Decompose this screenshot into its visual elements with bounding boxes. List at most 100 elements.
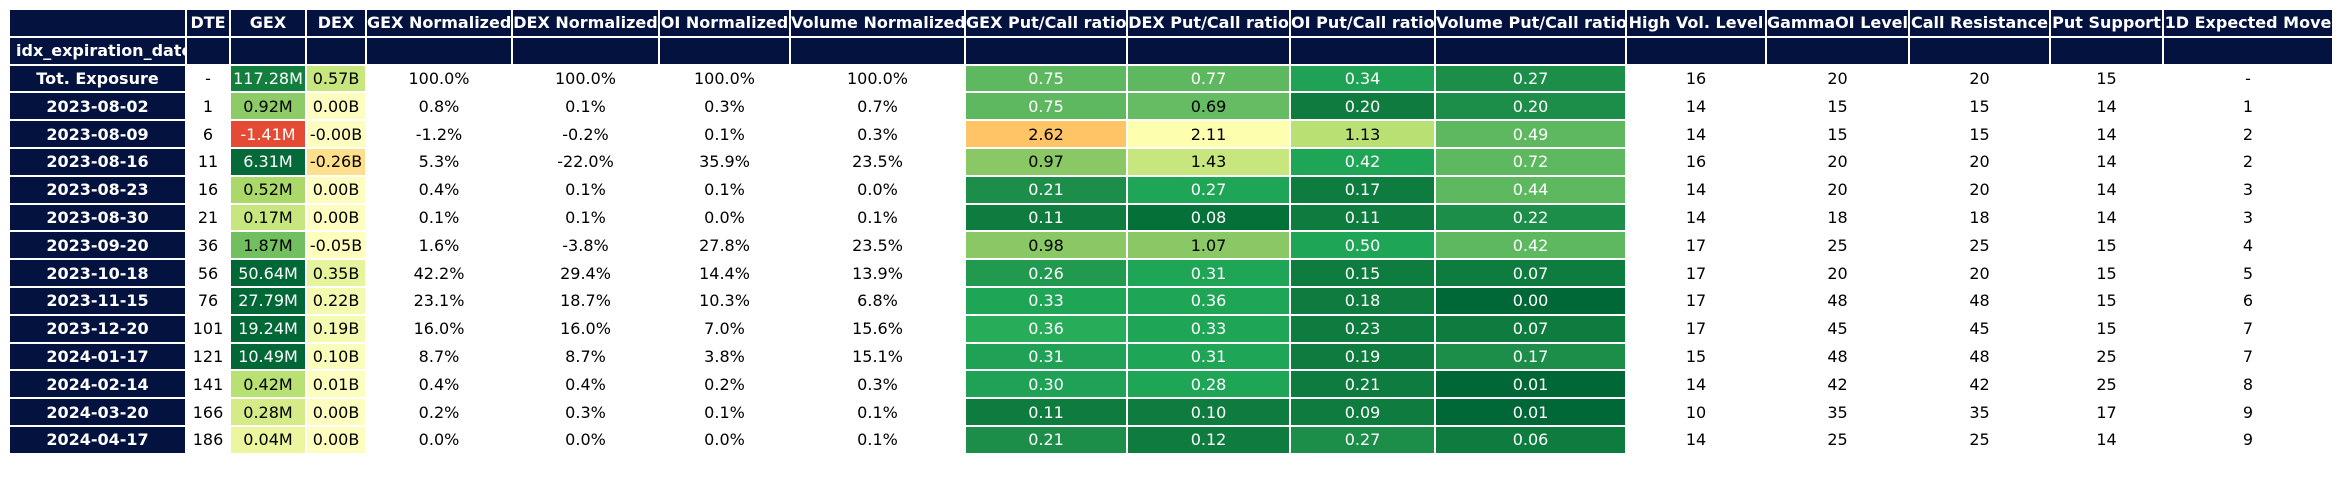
cell-gex-put-call-ratio: 0.31 (964, 341, 1128, 372)
cell-volume-put-call-ratio: 0.06 (1434, 424, 1627, 455)
index-row-filler-cell (658, 35, 791, 66)
cell-1d-expected-move: 9 (2162, 424, 2334, 455)
cell-gex-normalized: 0.4% (365, 174, 513, 205)
cell-dex-put-call-ratio: 0.10 (1126, 397, 1291, 427)
cell-put-support: 14 (2049, 146, 2164, 177)
cell-volume-normalized: 0.1% (789, 424, 966, 455)
cell-volume-normalized: 0.1% (789, 397, 966, 427)
cell-dex-put-call-ratio: 0.28 (1126, 369, 1291, 400)
cell-high-vol-level: 17 (1625, 285, 1767, 316)
cell-volume-put-call-ratio: 0.22 (1434, 202, 1627, 233)
table-row: 2023-08-09 6 -1.41M -0.00B -1.2% -0.2% 0.1% 0.3… (8, 119, 2334, 149)
cell-gex-normalized: 0.2% (365, 397, 513, 427)
cell-dex-put-call-ratio: 0.27 (1126, 174, 1291, 205)
cell-oi-put-call-ratio: 0.27 (1289, 424, 1436, 455)
cell-oi-put-call-ratio: 0.15 (1289, 258, 1436, 288)
row-label: 2023-08-09 (8, 119, 187, 149)
cell-1d-expected-move: 9 (2162, 397, 2334, 427)
cell-dex: 0.10B (305, 341, 367, 372)
column-header-gammaoi-level: GammaOI Level (1765, 8, 1910, 38)
row-label: 2024-03-20 (8, 397, 187, 427)
cell-gex-normalized: 100.0% (365, 63, 513, 94)
cell-gex-normalized: 5.3% (365, 146, 513, 177)
cell-call-resistance: 20 (1908, 146, 2051, 177)
cell-call-resistance: 20 (1908, 174, 2051, 205)
cell-gex-normalized: -1.2% (365, 119, 513, 149)
row-label: 2023-11-15 (8, 285, 187, 316)
cell-dte: 56 (185, 258, 231, 288)
cell-dte: 36 (185, 230, 231, 261)
index-header-row: idx_expiration_date (8, 35, 2334, 66)
cell-oi-normalized: 0.0% (658, 424, 791, 455)
cell-1d-expected-move: 3 (2162, 202, 2334, 233)
cell-dex: 0.00B (305, 91, 367, 122)
cell-call-resistance: 15 (1908, 91, 2051, 122)
cell-oi-normalized: 35.9% (658, 146, 791, 177)
index-row-filler-cell (1625, 35, 1767, 66)
column-header-gex-normalized: GEX Normalized (365, 8, 513, 38)
cell-put-support: 14 (2049, 424, 2164, 455)
cell-high-vol-level: 17 (1625, 230, 1767, 261)
cell-gex-put-call-ratio: 0.11 (964, 397, 1128, 427)
index-row-filler-cell (1908, 35, 2051, 66)
cell-1d-expected-move: 6 (2162, 285, 2334, 316)
cell-gex: 0.28M (229, 397, 307, 427)
table-row: 2023-08-02 1 0.92M 0.00B 0.8% 0.1% 0.3% 0.7% 0.7… (8, 91, 2334, 122)
cell-gex-put-call-ratio: 0.21 (964, 424, 1128, 455)
index-row-filler-cell (365, 35, 513, 66)
cell-volume-put-call-ratio: 0.27 (1434, 63, 1627, 94)
cell-1d-expected-move: 4 (2162, 230, 2334, 261)
cell-high-vol-level: 15 (1625, 341, 1767, 372)
column-header-gex: GEX (229, 8, 307, 38)
column-header-gex-put-call-ratio: GEX Put/Call ratio (964, 8, 1128, 38)
cell-gex-put-call-ratio: 0.36 (964, 313, 1128, 344)
cell-call-resistance: 25 (1908, 230, 2051, 261)
cell-oi-put-call-ratio: 0.21 (1289, 369, 1436, 400)
cell-gex: 0.04M (229, 424, 307, 455)
cell-gex-normalized: 42.2% (365, 258, 513, 288)
cell-oi-put-call-ratio: 0.18 (1289, 285, 1436, 316)
cell-oi-normalized: 7.0% (658, 313, 791, 344)
cell-call-resistance: 42 (1908, 369, 2051, 400)
cell-high-vol-level: 17 (1625, 313, 1767, 344)
cell-1d-expected-move: 1 (2162, 91, 2334, 122)
cell-volume-put-call-ratio: 0.01 (1434, 397, 1627, 427)
cell-dex-normalized: 8.7% (511, 341, 660, 372)
cell-oi-normalized: 3.8% (658, 341, 791, 372)
cell-gammaoi-level: 20 (1765, 174, 1910, 205)
cell-volume-normalized: 0.3% (789, 369, 966, 400)
cell-gammaoi-level: 48 (1765, 341, 1910, 372)
cell-volume-put-call-ratio: 0.72 (1434, 146, 1627, 177)
cell-oi-put-call-ratio: 0.42 (1289, 146, 1436, 177)
index-row-filler-cell (1434, 35, 1627, 66)
cell-dte: - (185, 63, 231, 94)
cell-put-support: 14 (2049, 119, 2164, 149)
cell-dex: 0.00B (305, 397, 367, 427)
cell-dex-normalized: 0.3% (511, 397, 660, 427)
index-row-filler-cell (2049, 35, 2164, 66)
cell-dex: -0.05B (305, 230, 367, 261)
cell-high-vol-level: 14 (1625, 202, 1767, 233)
cell-oi-normalized: 0.1% (658, 119, 791, 149)
cell-gammaoi-level: 20 (1765, 258, 1910, 288)
cell-gex: 10.49M (229, 341, 307, 372)
cell-dte: 121 (185, 341, 231, 372)
cell-call-resistance: 25 (1908, 424, 2051, 455)
cell-dex: -0.00B (305, 119, 367, 149)
cell-dex-normalized: -3.8% (511, 230, 660, 261)
cell-call-resistance: 20 (1908, 63, 2051, 94)
cell-dex-put-call-ratio: 0.69 (1126, 91, 1291, 122)
cell-gex: 19.24M (229, 313, 307, 344)
cell-oi-put-call-ratio: 0.09 (1289, 397, 1436, 427)
cell-volume-normalized: 15.1% (789, 341, 966, 372)
cell-gex-normalized: 0.1% (365, 202, 513, 233)
column-header-oi-put-call-ratio: OI Put/Call ratio (1289, 8, 1436, 38)
index-row-filler-cell (2162, 35, 2334, 66)
cell-gex-normalized: 23.1% (365, 285, 513, 316)
cell-gex-normalized: 1.6% (365, 230, 513, 261)
cell-dte: 1 (185, 91, 231, 122)
cell-1d-expected-move: 3 (2162, 174, 2334, 205)
cell-dex: 0.57B (305, 63, 367, 94)
cell-1d-expected-move: 7 (2162, 341, 2334, 372)
cell-call-resistance: 45 (1908, 313, 2051, 344)
